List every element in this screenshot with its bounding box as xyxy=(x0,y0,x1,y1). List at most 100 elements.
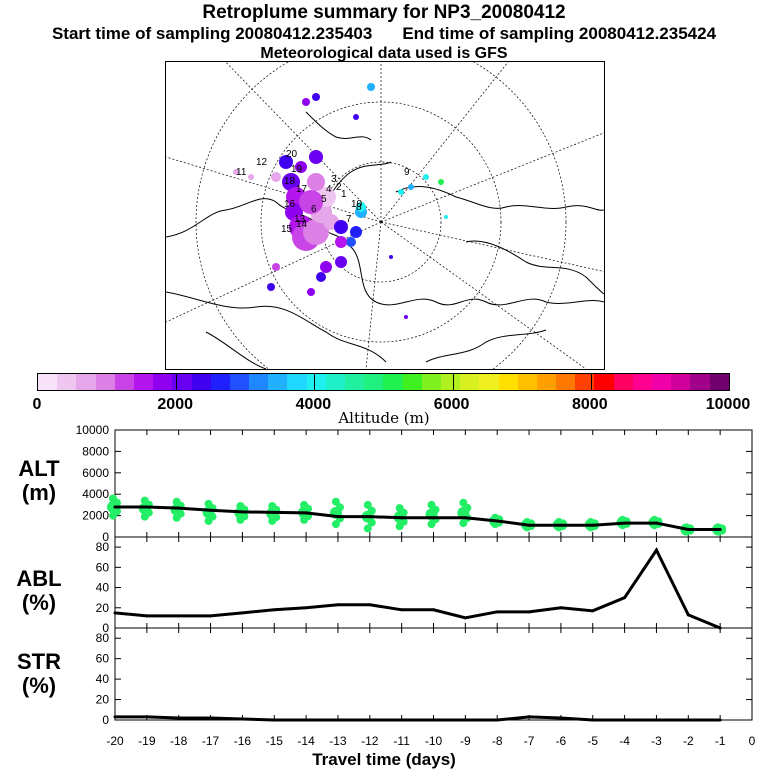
series-point-str xyxy=(368,718,372,722)
series-point-alt xyxy=(654,521,658,525)
meridian-line xyxy=(365,221,382,369)
series-point-alt xyxy=(591,523,595,527)
plume-cluster-marker xyxy=(312,93,320,101)
colorbar-swatch xyxy=(556,374,576,390)
x-tick-label: -15 xyxy=(266,734,284,748)
series-point-alt xyxy=(400,516,404,520)
colorbar-swatch xyxy=(402,374,422,390)
colorbar-swatch xyxy=(690,374,710,390)
start-time: Start time of sampling 20080412.235403 xyxy=(51,24,373,43)
y-tick-label: 10000 xyxy=(76,423,110,437)
x-tick-label: -2 xyxy=(683,734,694,748)
series-point-str xyxy=(559,716,563,720)
plume-cluster-marker xyxy=(367,83,375,91)
plume-day-label: 3 xyxy=(331,174,337,185)
y-tick-label: 0 xyxy=(102,621,109,635)
series-point-alt xyxy=(304,511,308,515)
meridian-line xyxy=(166,156,382,223)
alt-spread-point xyxy=(331,497,340,506)
plume-day-label: 10 xyxy=(351,199,363,210)
series-point-alt xyxy=(559,523,563,527)
alt-spread-point xyxy=(363,500,372,509)
series-point-str xyxy=(495,718,499,722)
colorbar-swatch xyxy=(114,374,134,390)
series-point-str xyxy=(527,715,531,719)
y-tick-label: 8000 xyxy=(82,444,109,458)
series-point-abl xyxy=(272,608,276,612)
plume-cluster-marker xyxy=(346,237,356,247)
colorbar-swatch xyxy=(632,374,652,390)
plume-day-label: 8 xyxy=(356,202,362,213)
x-tick-label: -17 xyxy=(202,734,220,748)
colorbar-swatch xyxy=(268,374,288,390)
plume-day-label: 11 xyxy=(236,167,247,178)
series-point-alt xyxy=(718,528,722,532)
series-point-alt xyxy=(623,521,627,525)
alt-spread-point xyxy=(367,506,376,515)
y-tick-label: 40 xyxy=(96,672,110,686)
plume-cluster-marker xyxy=(398,189,404,195)
y-tick-label: 80 xyxy=(96,631,110,645)
meridian-line xyxy=(225,62,382,223)
colorbar-divider xyxy=(452,374,454,390)
plume-cluster-marker xyxy=(335,236,347,248)
series-point-abl xyxy=(654,548,658,552)
y-tick-label: 20 xyxy=(96,693,110,707)
x-tick-label: 0 xyxy=(749,734,756,748)
coastline xyxy=(166,291,387,363)
colorbar-divider xyxy=(176,374,178,390)
coastline xyxy=(205,331,267,369)
alt-panel-label: ALT (m) xyxy=(0,457,84,505)
alt-spread-point xyxy=(204,499,213,508)
alt-spread-point xyxy=(109,494,117,503)
series-point-str xyxy=(209,716,213,720)
series-point-alt xyxy=(145,505,149,509)
x-tick-label: -8 xyxy=(492,734,503,748)
plume-day-label: 20 xyxy=(286,149,298,160)
coastline xyxy=(166,198,604,306)
plume-day-label: 5 xyxy=(321,194,327,205)
retroplume-map: 20 19 18 17 16 15 14 13 12 11 10 9 8 7 6 5 4 3 2 1 xyxy=(165,61,605,370)
end-time: End time of sampling 20080412.235424 xyxy=(402,24,717,43)
meridian-line xyxy=(380,221,604,272)
alt-unit: (m) xyxy=(21,480,57,505)
alt-spread-point xyxy=(268,501,277,510)
colorbar-swatch xyxy=(383,374,403,390)
x-tick-label: -12 xyxy=(361,734,379,748)
plume-day-label: 1 xyxy=(341,189,347,200)
series-point-alt xyxy=(336,515,340,519)
series-point-abl xyxy=(368,603,372,607)
colorbar-swatch xyxy=(229,374,250,390)
x-tick-label: -18 xyxy=(170,734,188,748)
alt-spread-point xyxy=(172,497,181,506)
meridian-line xyxy=(380,62,509,223)
series-point-alt xyxy=(177,506,181,510)
plume-cluster-marker xyxy=(267,283,275,291)
y-tick-label: 60 xyxy=(96,560,110,574)
series-point-abl xyxy=(591,609,595,613)
series-point-abl xyxy=(686,613,690,617)
plume-day-label: 6 xyxy=(311,204,317,215)
colorbar-swatch xyxy=(249,374,269,390)
series-point-abl xyxy=(463,616,467,620)
plume-cluster-marker xyxy=(335,256,347,268)
colorbar-tick-label: 4000 xyxy=(295,396,332,413)
colorbar-tick-label: 2000 xyxy=(157,396,193,413)
meridian-line xyxy=(380,132,604,223)
x-tick-label: -14 xyxy=(297,734,315,748)
y-tick-label: 60 xyxy=(96,652,110,666)
series-point-str xyxy=(432,718,435,722)
x-tick-label: -5 xyxy=(587,734,598,748)
series-point-abl xyxy=(432,608,435,612)
series-point-str xyxy=(304,718,308,722)
series-point-abl xyxy=(559,606,563,610)
plume-day-label: 9 xyxy=(404,167,410,178)
colorbar-swatch xyxy=(613,374,633,390)
plume-cluster-marker xyxy=(272,263,280,271)
colorbar-swatch xyxy=(57,374,77,390)
y-tick-label: 0 xyxy=(102,713,109,727)
x-tick-label: -4 xyxy=(619,734,630,748)
series-point-alt xyxy=(368,515,372,519)
plume-cluster-marker xyxy=(320,261,332,273)
series-point-alt xyxy=(240,510,244,514)
